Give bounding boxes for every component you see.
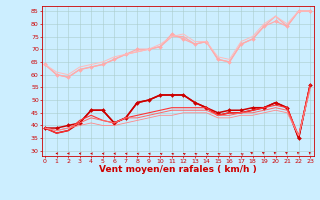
X-axis label: Vent moyen/en rafales ( km/h ): Vent moyen/en rafales ( km/h ) [99,165,256,174]
